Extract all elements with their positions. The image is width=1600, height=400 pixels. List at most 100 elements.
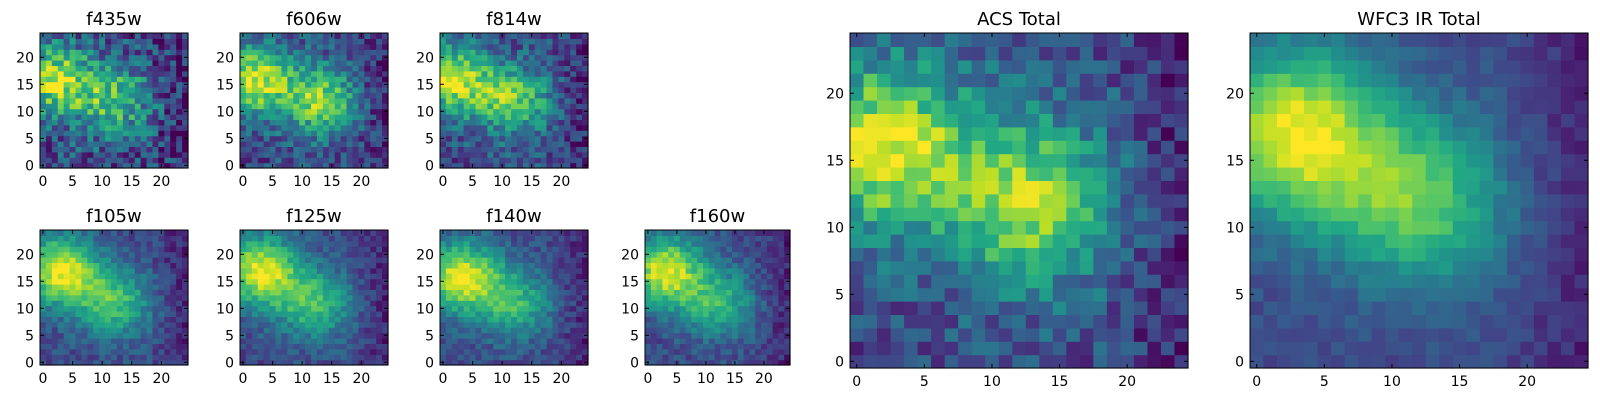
- heatmap-cell: [75, 135, 83, 142]
- heatmap-cell: [499, 151, 506, 158]
- heatmap-cell: [281, 87, 288, 93]
- heatmap-cell: [499, 54, 506, 61]
- heatmap-cell: [440, 70, 447, 77]
- heatmap-cell: [275, 343, 283, 350]
- heatmap-cell: [685, 354, 692, 361]
- heatmap-cell: [287, 124, 294, 131]
- heatmap-cell: [87, 235, 94, 242]
- heatmap-cell: [564, 230, 571, 236]
- heatmap-cell: [499, 141, 506, 147]
- heatmap-cell: [322, 348, 330, 355]
- heatmap-cell: [451, 65, 459, 72]
- heatmap-cell: [45, 348, 53, 355]
- heatmap-cell: [944, 234, 959, 248]
- heatmap-cell: [376, 87, 383, 93]
- heatmap-cell: [499, 157, 506, 164]
- heatmap-cell: [128, 38, 136, 45]
- heatmap-cell: [299, 262, 306, 269]
- heatmap-cell: [917, 301, 932, 315]
- heatmap-cell: [322, 240, 330, 247]
- heatmap-cell: [475, 157, 483, 164]
- heatmap-cell: [299, 97, 306, 104]
- heatmap-cell: [749, 300, 756, 307]
- heatmap-cell: [1174, 314, 1189, 329]
- heatmap-cell: [475, 354, 483, 361]
- heatmap-cell: [134, 124, 142, 131]
- heatmap-cell: [134, 97, 142, 104]
- heatmap-cell: [305, 151, 312, 158]
- heatmap-cell: [334, 240, 342, 247]
- heatmap-cell: [164, 240, 171, 247]
- heatmap-cell: [275, 54, 283, 61]
- heatmap-cell: [281, 33, 288, 39]
- heatmap-cell: [749, 284, 756, 290]
- heatmap-cell: [45, 289, 53, 296]
- heatmap-cell: [451, 267, 459, 274]
- heatmap-cell: [251, 130, 259, 137]
- heatmap-cell: [863, 234, 878, 248]
- heatmap-cell: [316, 119, 324, 126]
- heatmap-cell: [558, 76, 565, 83]
- heatmap-cell: [697, 262, 704, 269]
- heatmap-cell: [134, 284, 142, 290]
- heatmap-cell: [778, 348, 785, 355]
- heatmap-cell: [116, 49, 124, 56]
- heatmap-cell: [245, 278, 253, 285]
- heatmap-cell: [552, 135, 559, 142]
- heatmap-cell: [534, 338, 542, 344]
- heatmap-cell: [481, 294, 488, 301]
- heatmap-cell: [257, 327, 265, 334]
- x-tick-label: 5: [672, 371, 681, 387]
- heatmap-cell: [116, 38, 124, 45]
- heatmap-cell: [546, 76, 554, 83]
- heatmap-cell: [334, 230, 342, 236]
- heatmap-cell: [674, 316, 681, 323]
- heatmap-cell: [382, 38, 389, 45]
- heatmap-cell: [87, 108, 94, 115]
- heatmap-cell: [311, 343, 318, 350]
- heatmap-cell: [328, 157, 336, 164]
- heatmap-cell: [152, 246, 159, 253]
- heatmap-cell: [287, 321, 294, 328]
- heatmap-cell: [299, 70, 306, 77]
- heatmap-cell: [487, 257, 494, 263]
- heatmap-cell: [99, 124, 106, 131]
- heatmap-cell: [263, 240, 271, 247]
- heatmap-cell: [305, 300, 312, 307]
- heatmap-cell: [784, 321, 791, 328]
- heatmap-cell: [99, 240, 106, 247]
- heatmap-cell: [281, 257, 288, 263]
- heatmap-cell: [457, 54, 465, 61]
- heatmap-cell: [1025, 314, 1040, 329]
- heatmap-cell: [697, 316, 704, 323]
- heatmap-cell: [164, 76, 171, 83]
- heatmap-cell: [299, 257, 306, 263]
- heatmap-cell: [275, 146, 283, 153]
- heatmap-cell: [128, 103, 136, 110]
- heatmap-cell: [93, 92, 100, 99]
- heatmap-cell: [772, 284, 779, 290]
- heatmap-cell: [57, 141, 65, 147]
- heatmap-cell: [263, 278, 271, 285]
- heatmap-cell: [505, 354, 512, 361]
- heatmap-cell: [287, 311, 294, 317]
- heatmap-cell: [749, 289, 756, 296]
- heatmap-cell: [516, 151, 524, 158]
- heatmap-cell: [158, 70, 165, 77]
- heatmap-cell: [176, 246, 183, 253]
- heatmap-cell: [904, 193, 919, 208]
- heatmap-cell: [328, 151, 336, 158]
- y-tick-label: 5: [225, 131, 234, 147]
- heatmap-cell: [487, 321, 494, 328]
- heatmap-cell: [511, 230, 518, 236]
- heatmap-cell: [299, 76, 306, 83]
- heatmap-cell: [481, 108, 488, 115]
- heatmap-cell: [170, 49, 177, 56]
- heatmap-cell: [487, 300, 494, 307]
- heatmap-cell: [697, 230, 704, 236]
- heatmap-cell: [69, 267, 77, 274]
- heatmap-cell: [1039, 341, 1054, 356]
- heatmap-cell: [340, 338, 348, 344]
- heatmap-cell: [650, 278, 658, 285]
- heatmap-cell: [311, 305, 318, 312]
